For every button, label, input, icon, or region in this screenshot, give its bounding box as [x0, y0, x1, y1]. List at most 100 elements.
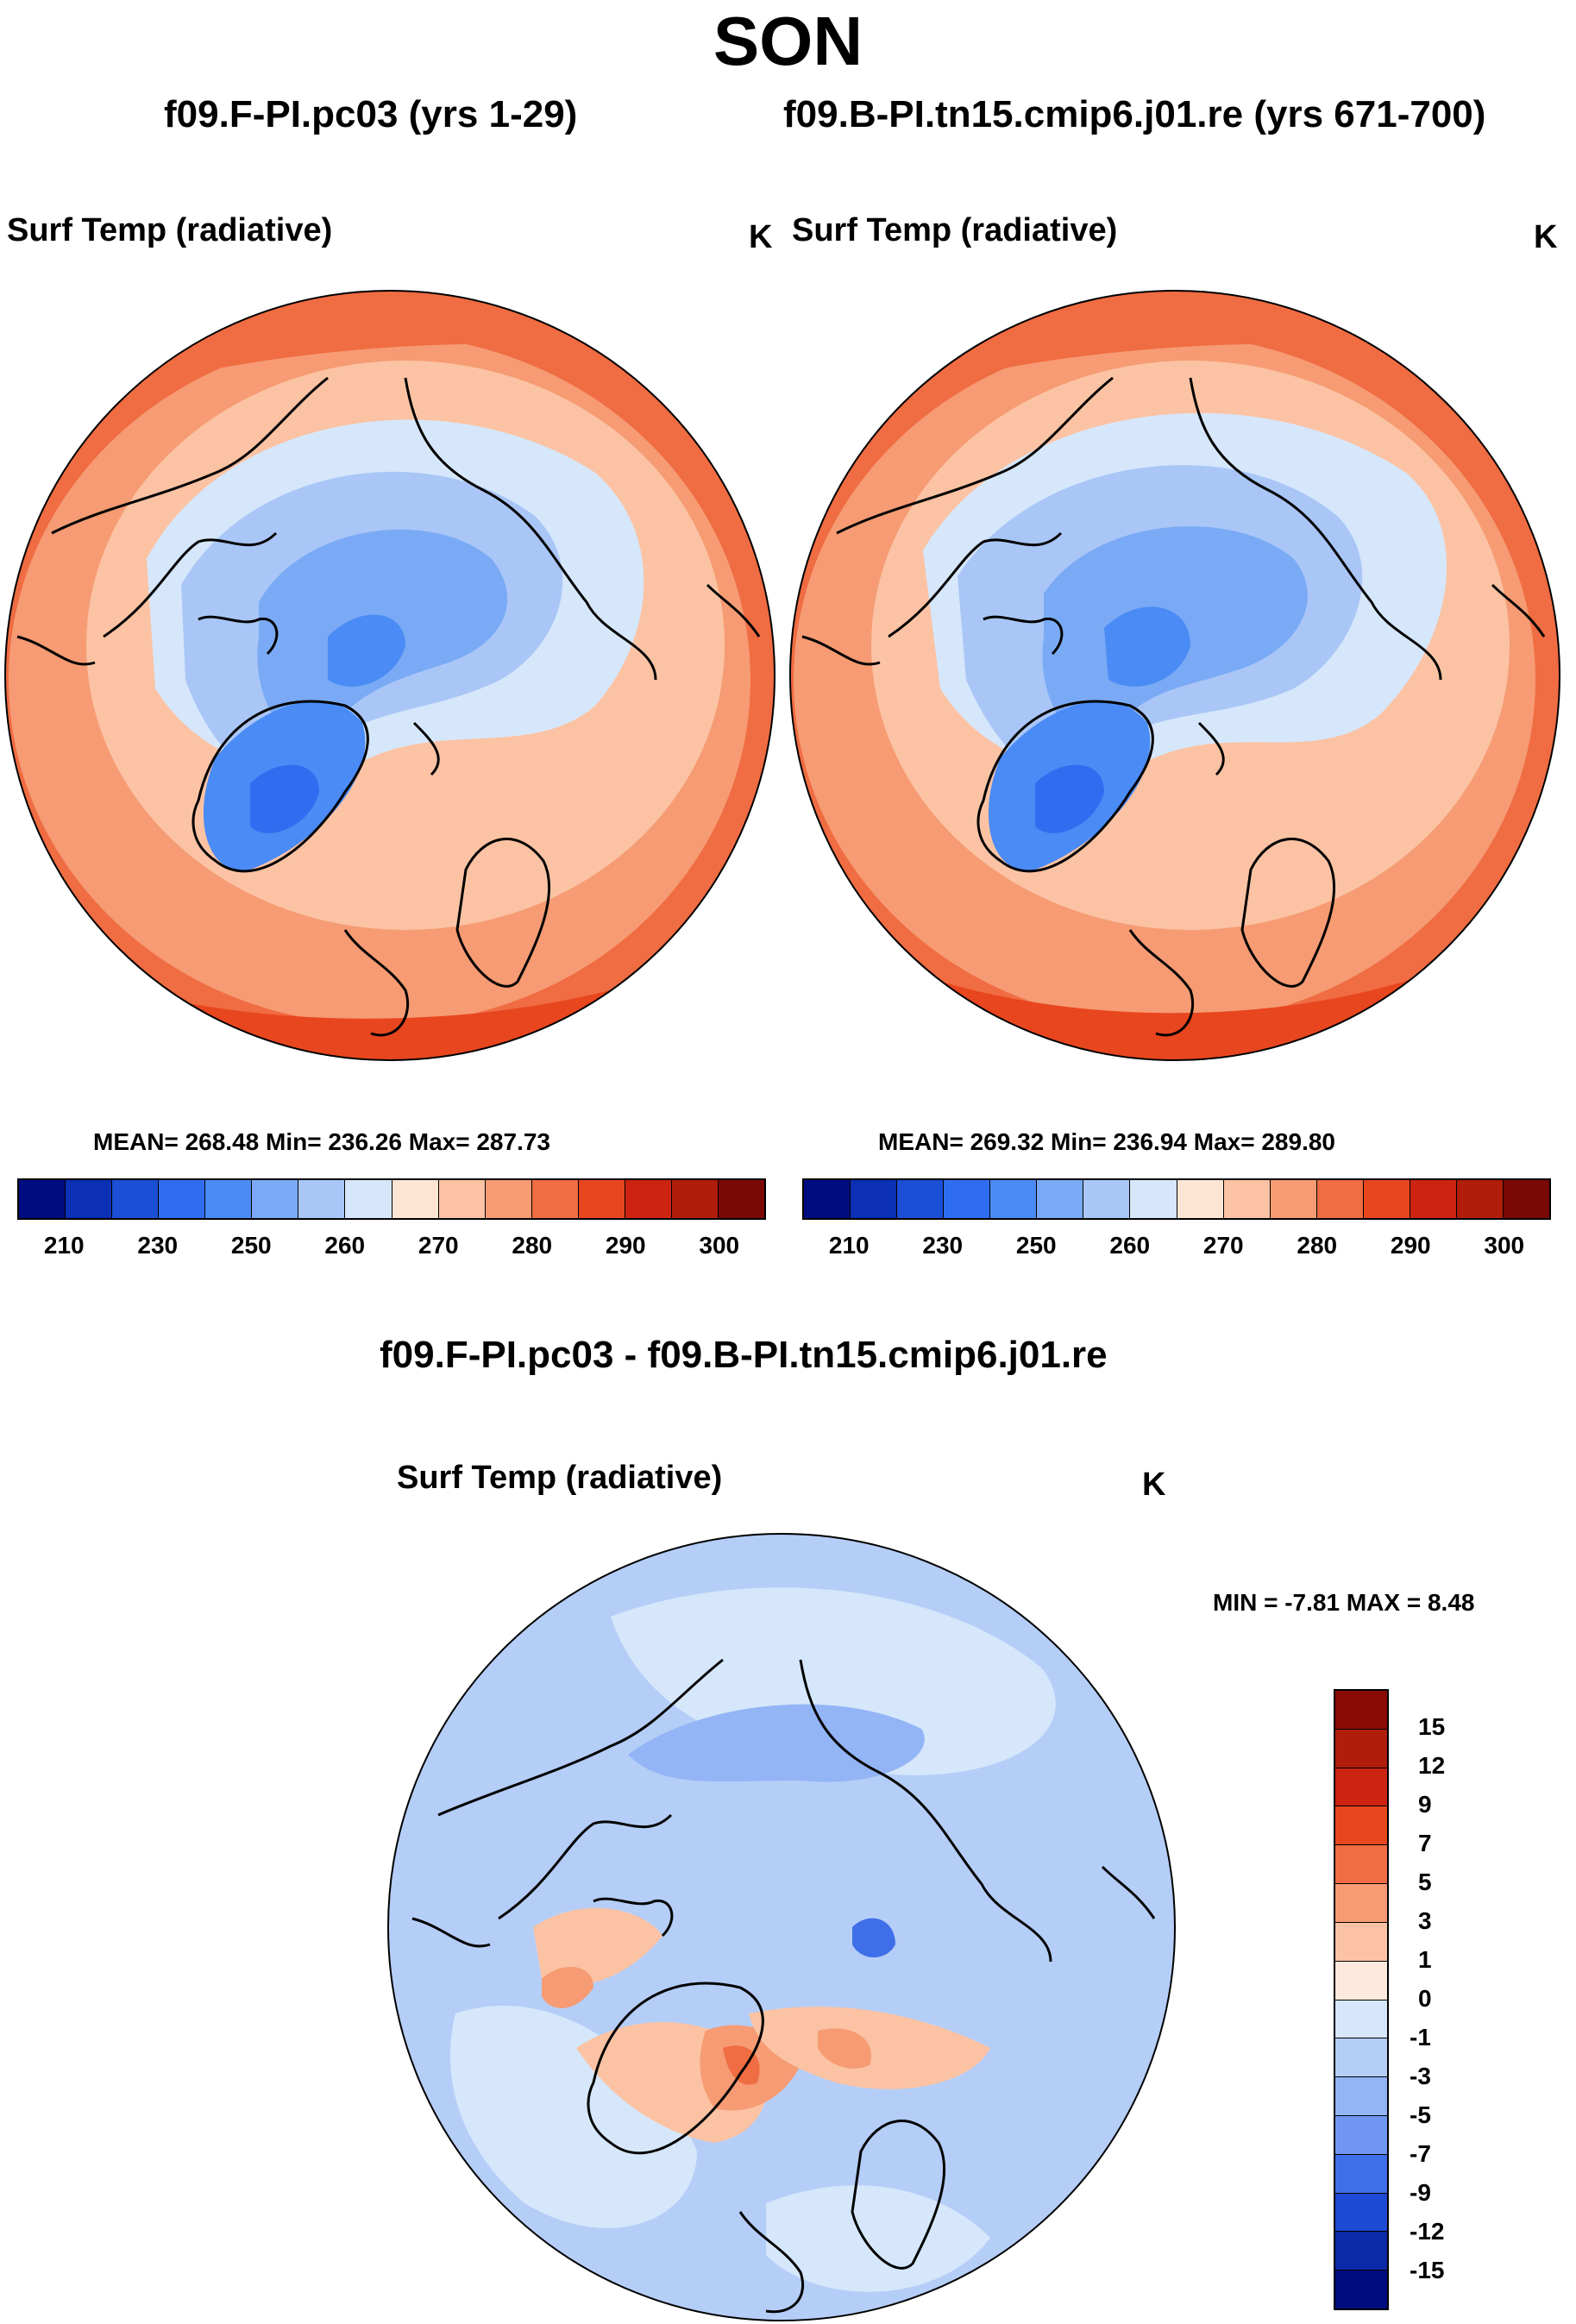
field-band-greenland-core — [1035, 764, 1104, 833]
coastlines — [801, 376, 1546, 1037]
season-title: SON — [713, 3, 863, 79]
colorbar-swatch — [438, 1180, 486, 1218]
colorbar-tick-label: 9 — [1418, 1791, 1432, 1818]
field-band-minus0-eur — [766, 2185, 990, 2292]
colorbar-tick-label: -15 — [1410, 2257, 1445, 2283]
colorbar-tick-label: -3 — [1410, 2063, 1431, 2089]
colorbar-tick-label: 5 — [1418, 1869, 1432, 1895]
colorbar-swatch — [1335, 2232, 1387, 2271]
colorbar-swatch — [1335, 2077, 1387, 2116]
left-polar-map — [4, 290, 775, 1061]
colorbar-tick-label: -5 — [1410, 2101, 1431, 2128]
colorbar-tick-label: -7 — [1410, 2140, 1431, 2167]
colorbar-tick-label: 270 — [1202, 1232, 1244, 1259]
colorbar-swatch — [1335, 1768, 1387, 1807]
field-band-plus3-can — [542, 1967, 593, 2008]
left-case-title: f09.F-PI.pc03 (yrs 1-29) — [164, 93, 578, 135]
colorbar-swatch — [671, 1180, 719, 1218]
colorbar-swatch — [1335, 1884, 1387, 1923]
right-polar-map — [789, 290, 1560, 1061]
colorbar-tick-label: 260 — [1109, 1232, 1151, 1259]
colorbar-tick-label: 290 — [1390, 1232, 1431, 1259]
map-boundary — [4, 290, 775, 1061]
colorbar-tick-label: 1 — [1418, 1946, 1432, 1973]
colorbar-swatch — [1223, 1180, 1271, 1218]
colorbar-swatch — [578, 1180, 625, 1218]
colorbar-swatch — [1456, 1180, 1504, 1218]
coastlines — [411, 1658, 1156, 2314]
colorbar-tick-label: 210 — [43, 1232, 85, 1259]
colorbar-swatch — [625, 1180, 672, 1218]
colorbar-tick-label: 3 — [1418, 1907, 1432, 1934]
colorbar-tick-label: 300 — [1484, 1232, 1525, 1259]
right-units-label: K — [1534, 219, 1558, 255]
colorbar-tick-label: -9 — [1410, 2179, 1431, 2206]
colorbar-tick-label: 250 — [1015, 1232, 1057, 1259]
colorbar-swatch — [1335, 2038, 1387, 2078]
colorbar-swatch — [485, 1180, 532, 1218]
colorbar-swatch — [252, 1180, 299, 1218]
diff-variable-label: Surf Temp (radiative) — [397, 1460, 723, 1496]
diff-polar-map — [387, 1533, 1176, 2321]
colorbar-swatch — [1335, 1691, 1387, 1730]
field-band-warm-pacific — [802, 292, 914, 361]
colorbar-swatch — [1335, 2000, 1387, 2039]
colorbar-swatch — [990, 1180, 1038, 1218]
field-band-minus3 — [628, 1704, 925, 1782]
colorbar-swatch — [1335, 2271, 1387, 2308]
colorbar-tick-label: 250 — [230, 1232, 272, 1259]
colorbar-tick-label: 280 — [512, 1232, 553, 1259]
field-band-plus1-can — [533, 1907, 662, 1986]
colorbar-swatch — [897, 1180, 945, 1218]
colorbar-swatch — [1410, 1180, 1457, 1218]
colorbar-tick-label: 230 — [922, 1232, 964, 1259]
colorbar-swatch — [1037, 1180, 1084, 1218]
colorbar-swatch — [392, 1180, 439, 1218]
colorbar-swatch — [944, 1180, 991, 1218]
right-stats: MEAN= 269.32 Min= 236.94 Max= 289.80 — [878, 1128, 1335, 1155]
left-stats: MEAN= 268.48 Min= 236.26 Max= 287.73 — [93, 1128, 550, 1155]
diff-units-label: K — [1142, 1467, 1166, 1503]
colorbar-tick-label: 210 — [828, 1232, 870, 1259]
left-colorbar-ticks: 210 230 250 260 270 280 290 300 — [17, 1232, 766, 1266]
colorbar-swatch — [1335, 1806, 1387, 1846]
diff-colorbar — [1334, 1689, 1389, 2310]
colorbar-swatch — [1335, 1729, 1387, 1768]
field-band-cold-core — [1104, 606, 1190, 687]
colorbar-tick-label: 0 — [1418, 1985, 1432, 2012]
coastlines — [16, 376, 761, 1037]
right-case-title: f09.B-PI.tn15.cmip6.j01.re (yrs 671-700) — [783, 93, 1486, 135]
colorbar-swatch — [19, 1180, 66, 1218]
colorbar-swatch — [112, 1180, 160, 1218]
colorbar-tick-label: 260 — [324, 1232, 366, 1259]
right-variable-label: Surf Temp (radiative) — [792, 212, 1118, 248]
colorbar-tick-label: 280 — [1297, 1232, 1338, 1259]
map-boundary — [789, 290, 1560, 1061]
colorbar-tick-label: -12 — [1410, 2218, 1445, 2245]
colorbar-swatch — [1083, 1180, 1131, 1218]
left-variable-label: Surf Temp (radiative) — [7, 212, 333, 248]
colorbar-swatch — [298, 1180, 346, 1218]
colorbar-tick-label: -1 — [1410, 2024, 1431, 2051]
colorbar-swatch — [1335, 2193, 1387, 2233]
colorbar-swatch — [1316, 1180, 1364, 1218]
map-boundary — [387, 1533, 1176, 2321]
colorbar-tick-label: 7 — [1418, 1830, 1432, 1856]
field-band-greenland-core — [250, 764, 319, 833]
colorbar-tick-label: 270 — [418, 1232, 459, 1259]
colorbar-swatch — [159, 1180, 206, 1218]
colorbar-swatch — [1130, 1180, 1177, 1218]
colorbar-swatch — [1177, 1180, 1224, 1218]
field-band-minus7 — [852, 1918, 895, 1957]
left-units-label: K — [749, 219, 773, 255]
colorbar-swatch — [718, 1180, 764, 1218]
colorbar-swatch — [1363, 1180, 1410, 1218]
colorbar-swatch — [1335, 1961, 1387, 2001]
colorbar-tick-label: 230 — [137, 1232, 179, 1259]
colorbar-swatch — [1335, 2115, 1387, 2155]
right-colorbar-ticks: 210 230 250 260 270 280 290 300 — [802, 1232, 1551, 1266]
left-colorbar — [17, 1178, 766, 1220]
field-band-minus0-atl — [449, 2005, 697, 2228]
right-colorbar — [802, 1178, 1551, 1220]
diff-stats: MIN = -7.81 MAX = 8.48 — [1213, 1589, 1475, 1616]
